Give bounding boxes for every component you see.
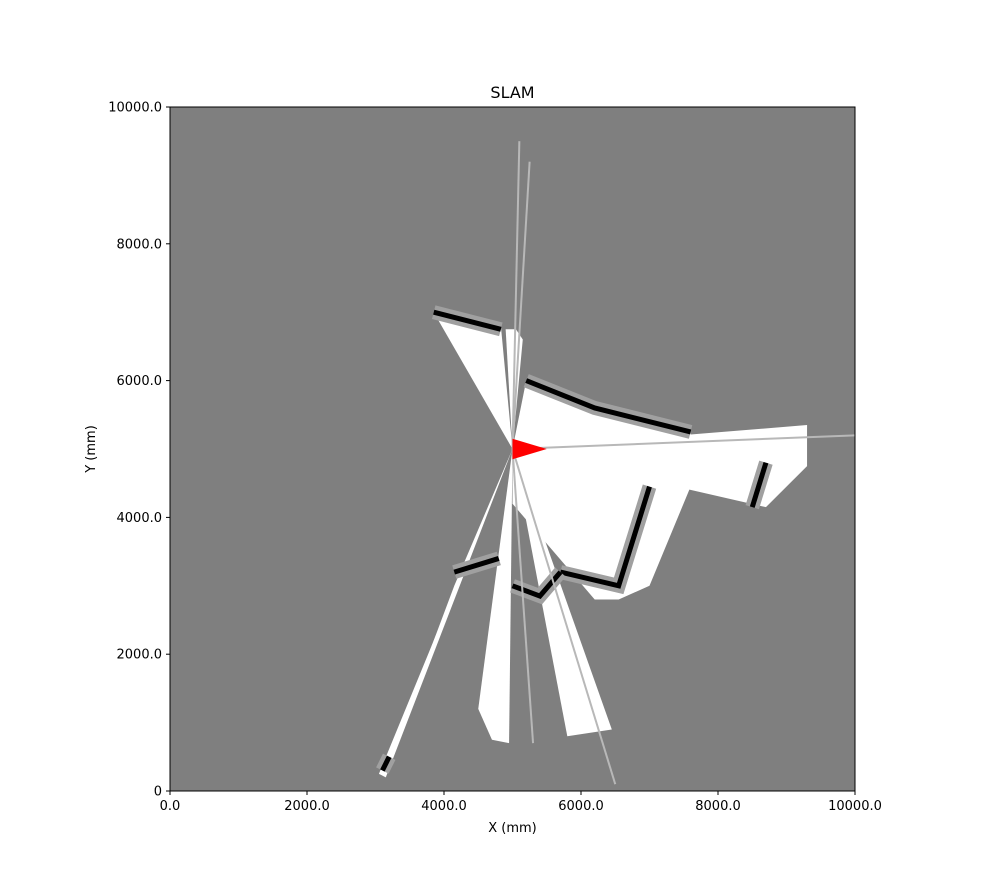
scan-ray	[511, 448, 617, 785]
y-tick-label: 6000.0	[117, 374, 163, 389]
free-region	[478, 449, 513, 744]
y-axis: 0 2000.0 4000.0 6000.0 8000.0 10000.0	[108, 101, 170, 800]
x-tick-label: 2000.0	[284, 799, 330, 814]
x-tick-label: 0.0	[160, 799, 181, 814]
occupied-wall	[525, 378, 692, 435]
y-tick-label: 0	[154, 785, 162, 800]
x-tick-label: 8000.0	[695, 799, 741, 814]
free-region	[512, 449, 612, 737]
scan-ray	[512, 434, 856, 450]
occupied-wall	[559, 485, 652, 589]
x-tick-label: 6000.0	[558, 799, 604, 814]
y-axis-label: Y (mm)	[84, 425, 99, 474]
scan-ray	[511, 448, 535, 744]
occupied-wall	[433, 309, 502, 332]
plot-area	[169, 106, 856, 792]
free-region	[433, 312, 513, 449]
occupied-layer	[376, 305, 773, 774]
y-tick-label: 8000.0	[117, 237, 163, 252]
free-space-layer	[378, 312, 808, 778]
chart-title: SLAM	[490, 83, 534, 102]
x-axis-label: X (mm)	[488, 821, 537, 836]
x-tick-label: 10000.0	[828, 799, 882, 814]
x-tick-label: 4000.0	[421, 799, 467, 814]
x-axis: 0.0 2000.0 4000.0 6000.0 8000.0 10000.0	[160, 791, 882, 814]
y-tick-label: 2000.0	[117, 648, 163, 663]
free-region	[512, 380, 691, 600]
occupied-wall	[749, 461, 769, 508]
occupied-wall	[380, 755, 392, 772]
y-tick-label: 4000.0	[117, 511, 163, 526]
scan-ray	[511, 141, 521, 450]
occupied-wall	[453, 556, 500, 575]
plot-frame	[169, 106, 856, 792]
robot-marker	[512, 438, 547, 460]
ray-layer	[511, 141, 856, 785]
y-tick-label: 10000.0	[108, 101, 162, 116]
scan-ray	[511, 161, 531, 450]
free-region	[378, 449, 513, 778]
